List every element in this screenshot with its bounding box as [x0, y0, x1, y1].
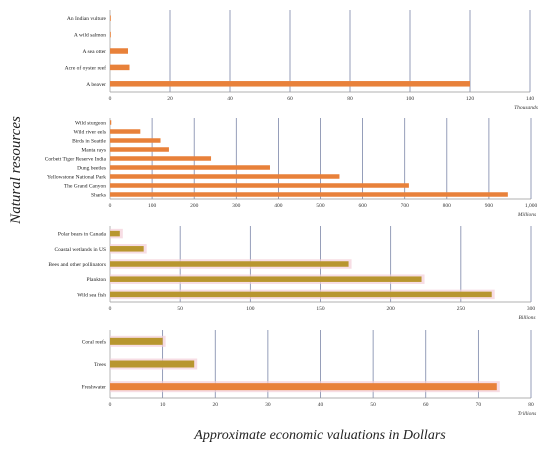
- category-label: A sea otter: [82, 49, 106, 55]
- bar: [110, 383, 497, 391]
- unit-label: Thousands: [514, 105, 538, 111]
- bar: [110, 230, 120, 237]
- category-label: Birds in Seattle: [72, 139, 106, 145]
- category-label: Bees and other pollinators: [48, 262, 106, 268]
- x-tick-label: 120: [466, 96, 475, 102]
- x-tick-label: 70: [476, 402, 482, 408]
- bar: [110, 31, 111, 38]
- category-label: An Indian vulture: [67, 16, 107, 22]
- category-label: Wild sturgeon: [75, 121, 106, 127]
- bar: [110, 246, 144, 252]
- x-tick-label: 300: [232, 203, 241, 209]
- unit-label: Billions: [518, 315, 535, 321]
- x-tick-label: 300: [527, 306, 536, 312]
- x-tick-label: 200: [387, 306, 396, 312]
- x-tick-label: 10: [160, 402, 166, 408]
- bar: [110, 15, 111, 21]
- x-tick-label: 0: [109, 306, 112, 312]
- bar: [110, 337, 163, 345]
- x-tick-label: 140: [526, 96, 535, 102]
- x-tick-label: 250: [457, 306, 466, 312]
- chart-panel-2: 0 100 200 300 400 500 600 700 800 900 1,000 Million…: [45, 118, 538, 218]
- category-label: A beaver: [86, 82, 106, 88]
- bar: [110, 81, 470, 87]
- bar: [110, 174, 340, 179]
- category-label: A wild salmon: [74, 33, 106, 39]
- bar: [110, 291, 492, 298]
- x-tick-label: 100: [246, 306, 255, 312]
- x-tick-label: 150: [316, 306, 325, 312]
- category-label: Wild sea fish: [77, 291, 106, 298]
- bar: [110, 129, 141, 134]
- x-tick-label: 0: [109, 402, 112, 408]
- x-tick-label: 0: [109, 96, 112, 102]
- bar: [110, 48, 128, 54]
- bar: [110, 138, 161, 143]
- x-tick-label: 600: [358, 203, 367, 209]
- bar: [110, 120, 112, 125]
- x-tick-label: 800: [443, 203, 452, 209]
- x-tick-label: 80: [528, 402, 534, 408]
- x-tick-label: 0: [109, 203, 112, 209]
- category-label: The Grand Canyon: [64, 184, 106, 190]
- category-label: Coral reefs: [82, 338, 106, 345]
- category-label: Wild river eels: [74, 130, 106, 136]
- bar: [110, 276, 422, 282]
- x-tick-label: 100: [406, 96, 415, 102]
- category-label: Manta rays: [81, 148, 106, 154]
- x-tick-label: 50: [177, 306, 183, 312]
- bar: [110, 360, 195, 368]
- category-label: Polar bears in Canada: [58, 232, 107, 238]
- x-tick-label: 50: [370, 402, 376, 408]
- x-tick-label: 60: [423, 402, 429, 408]
- x-tick-label: 60: [287, 96, 293, 102]
- x-tick-label: 20: [213, 402, 219, 408]
- unit-label: Trillions: [518, 411, 537, 417]
- bar: [110, 183, 409, 188]
- category-label: Corbett Tiger Reserve India: [45, 157, 107, 163]
- y-axis-label: Natural resources: [8, 116, 24, 225]
- x-tick-label: 400: [274, 203, 283, 209]
- bar: [110, 165, 270, 170]
- x-tick-label: 40: [318, 402, 324, 408]
- category-label: Sharks: [91, 193, 106, 199]
- category-label: Coastal wetlands in US: [55, 247, 106, 253]
- bar: [110, 147, 169, 152]
- category-label: Plankton: [86, 277, 106, 283]
- category-label: Yellowstone National Park: [47, 175, 106, 181]
- x-axis-label: Approximate economic valuations in Dolla…: [193, 428, 446, 443]
- bar: [110, 192, 508, 197]
- x-tick-label: 200: [190, 203, 199, 209]
- chart-panel-3: 0 50 100 150 200 250 300 Billions Polar bears in…: [48, 226, 536, 321]
- x-tick-label: 500: [316, 203, 325, 209]
- x-tick-label: 100: [148, 203, 157, 209]
- chart-panel-4: 0 10 20 30 40 50 60 70 80 Trillions Coral reefs Tre…: [82, 330, 537, 417]
- unit-label: Millions: [517, 212, 536, 218]
- x-tick-label: 80: [347, 96, 353, 102]
- x-tick-label: 30: [265, 402, 271, 408]
- x-tick-label: 40: [227, 96, 233, 102]
- bar: [110, 156, 212, 161]
- category-label: Acre of oyster reef: [65, 64, 107, 71]
- bar: [110, 261, 349, 267]
- category-label: Trees: [94, 362, 106, 368]
- x-tick-label: 700: [401, 203, 410, 209]
- chart-panel-1: 0 20 40 60 80 100 120 140 Thousands An Indian vul…: [65, 10, 538, 111]
- category-label: Freshwater: [82, 385, 107, 391]
- bar: [110, 64, 130, 71]
- category-label: Dung beetles: [77, 166, 106, 172]
- x-tick-label: 20: [167, 96, 173, 102]
- x-tick-label: 900: [485, 203, 494, 209]
- x-tick-label: 1,000: [525, 203, 538, 209]
